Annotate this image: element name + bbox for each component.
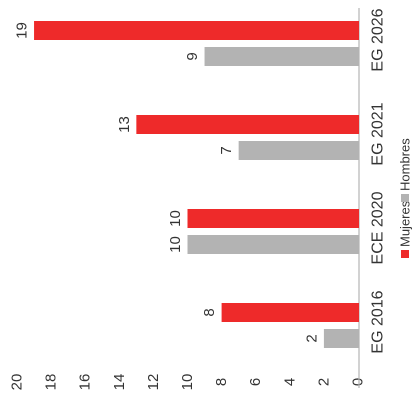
- value-tick-label: 0: [350, 378, 367, 386]
- data-label-hombres-eg-2026: 9: [184, 52, 201, 60]
- data-labels: 8 2 10 10 13 7 19 9: [14, 22, 321, 343]
- category-label-ece-2020: ECE 2020: [370, 191, 387, 264]
- value-tick-label: 20: [9, 374, 26, 391]
- category-axis-labels: EG 2016 ECE 2020 EG 2021 EG 2026: [370, 8, 387, 353]
- legend-label-mujeres: Mujeres: [398, 200, 412, 247]
- value-tick-label: 12: [145, 374, 162, 391]
- legend-swatch-mujeres: [401, 250, 409, 258]
- value-tick-label: 8: [213, 378, 230, 386]
- value-tick-label: 10: [179, 374, 196, 391]
- data-label-mujeres-ece-2020: 10: [167, 210, 184, 227]
- data-label-mujeres-eg-2026: 19: [14, 22, 31, 39]
- rotated-chart-group: 0 2 4 6 8 10 12 14 16 18 20 EG 2016 ECE 2020 EG 2021…: [9, 8, 412, 390]
- category-label-eg-2016: EG 2016: [370, 290, 387, 353]
- data-label-hombres-eg-2021: 7: [218, 146, 235, 154]
- value-tick-label: 14: [111, 374, 128, 391]
- value-tick-label: 16: [77, 374, 94, 391]
- legend-label-hombres: Hombres: [398, 138, 412, 191]
- bar-hombres-eg-2016: [323, 329, 359, 348]
- data-label-mujeres-eg-2021: 13: [116, 116, 133, 133]
- bar-hombres-eg-2026: [204, 47, 359, 66]
- value-tick-label: 4: [281, 378, 298, 386]
- value-tick-label: 18: [43, 374, 60, 391]
- data-label-hombres-eg-2016: 2: [303, 334, 320, 342]
- bar-mujeres-ece-2020: [187, 209, 359, 228]
- data-label-mujeres-eg-2016: 8: [201, 308, 218, 316]
- bar-mujeres-eg-2026: [34, 21, 360, 40]
- category-label-eg-2026: EG 2026: [370, 8, 387, 71]
- category-label-eg-2021: EG 2021: [370, 102, 387, 165]
- bar-hombres-eg-2021: [238, 141, 359, 160]
- bar-hombres-ece-2020: [187, 235, 359, 254]
- legend: Mujeres Hombres: [398, 138, 412, 258]
- legend-swatch-hombres: [401, 194, 409, 202]
- value-axis: 0 2 4 6 8 10 12 14 16 18 20: [9, 374, 367, 391]
- value-tick-label: 2: [315, 378, 332, 386]
- data-label-hombres-ece-2020: 10: [167, 236, 184, 253]
- bars: [34, 21, 360, 348]
- bar-mujeres-eg-2021: [136, 115, 359, 134]
- bar-mujeres-eg-2016: [221, 303, 359, 322]
- value-tick-label: 6: [247, 378, 264, 386]
